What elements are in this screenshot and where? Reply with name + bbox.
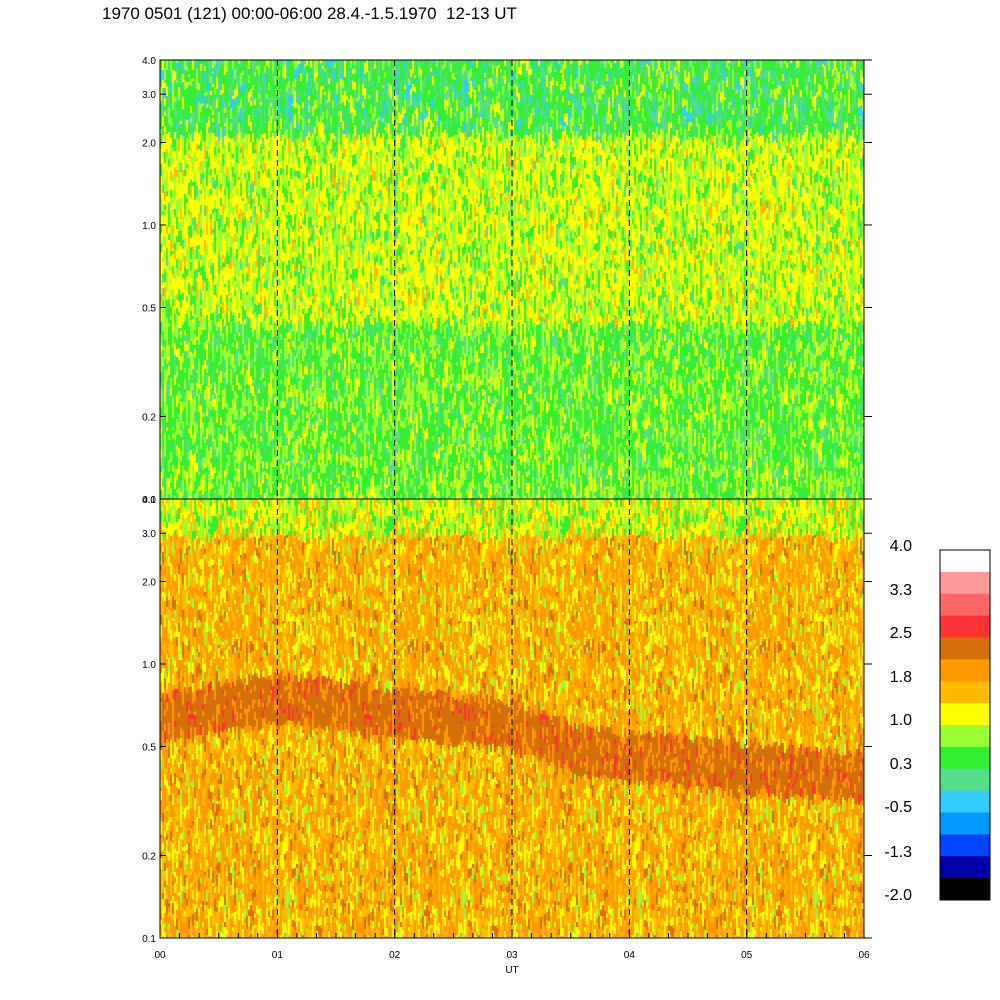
y-tick-label: 2.0	[142, 138, 156, 149]
x-tick-label: 03	[506, 950, 518, 961]
colorbar-segment	[940, 856, 990, 879]
y-tick-label: 2.0	[142, 577, 156, 588]
colorbar-segment	[940, 878, 990, 901]
y-tick-label: 0.1	[142, 495, 156, 506]
colorbar-segment	[940, 659, 990, 682]
colorbar-segment	[940, 834, 990, 857]
colorbar-segment	[940, 746, 990, 770]
colorbar-segment	[940, 637, 990, 660]
page-title: 1970 0501 (121) 00:00-06:00 28.4.-1.5.19…	[102, 4, 517, 23]
y-tick-label: 1.0	[142, 660, 156, 671]
colorbar-segment	[940, 725, 990, 748]
x-tick-label: 04	[624, 950, 636, 961]
y-tick-label: 0.5	[142, 742, 156, 753]
colorbar-label: -0.5	[884, 799, 912, 816]
colorbar-frame	[939, 549, 991, 901]
x-tick-label: 06	[858, 950, 870, 961]
colorbar-label: 3.3	[890, 582, 912, 599]
y-tick-label: 3.0	[142, 90, 156, 101]
colorbar-segment	[940, 681, 990, 704]
y-tick-label: 4.0	[142, 495, 156, 506]
y-tick-label: 0.2	[142, 413, 156, 424]
y-tick-label: 1.0	[142, 221, 156, 232]
y-tick-label: 4.0	[142, 56, 156, 67]
colorbar-segment	[940, 790, 990, 813]
x-tick-label: 00	[154, 950, 166, 961]
colorbar-label: 2.5	[890, 625, 912, 642]
colorbar-label: 4.0	[890, 538, 912, 555]
y-tick-label: 0.5	[142, 303, 156, 314]
colorbar-segment	[940, 571, 990, 595]
y-tick-label: 0.1	[142, 934, 156, 945]
x-tick-label: 05	[741, 950, 753, 961]
colorbar-segment	[940, 812, 990, 835]
x-axis-label: UT	[505, 965, 518, 976]
x-tick-label: 02	[389, 950, 401, 961]
colorbar-segment	[940, 615, 990, 638]
x-tick-label: 01	[272, 950, 284, 961]
colorbar-segment	[940, 593, 990, 617]
colorbar-segment	[940, 703, 990, 726]
colorbar-label: -1.3	[884, 844, 912, 861]
colorbar-label: 0.3	[890, 756, 912, 773]
y-tick-label: 0.2	[142, 852, 156, 863]
colorbar-label: 1.8	[890, 669, 912, 686]
colorbar-segment	[940, 768, 990, 792]
y-tick-label: 3.0	[142, 529, 156, 540]
colorbar-label: -2.0	[884, 887, 912, 904]
colorbar-segment	[940, 550, 990, 573]
colorbar-label: 1.0	[890, 712, 912, 729]
